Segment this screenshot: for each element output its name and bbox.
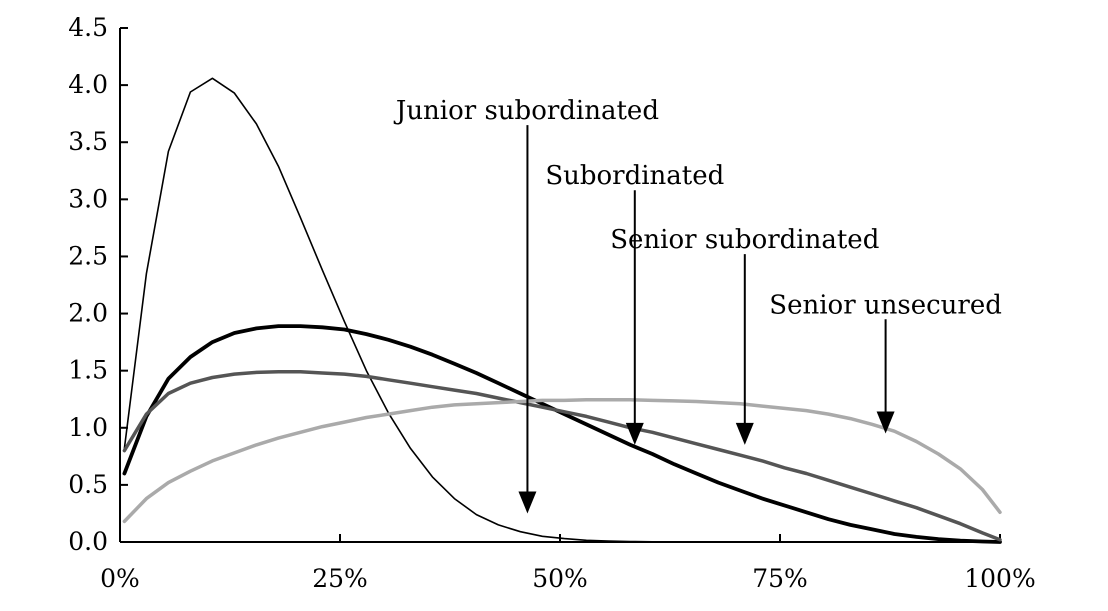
annotation-arrow-head: [625, 422, 644, 445]
plot-area: 0.0 0.5 1.0 1.5 2.0 2.5 3.0 3.5 4.0 4.5 0% 25% 50% 75…: [68, 13, 1036, 593]
y-tick-label: 0.0: [68, 527, 108, 556]
x-tick-label: 0%: [100, 564, 140, 593]
annotation-label-senior-unsecured: Senior unsecured: [769, 290, 1002, 320]
annotation-arrow-head: [518, 491, 537, 514]
y-tick-label: 2.5: [68, 241, 108, 270]
annotation-label-subordinated: Subordinated: [545, 161, 724, 191]
x-tick-label: 50%: [532, 564, 588, 593]
series-line-senior-subordinated: [122, 370, 1002, 542]
series-line-junior-subordinated: [123, 77, 1001, 543]
annotation-arrow-head: [735, 422, 754, 445]
y-tick-label: 1.5: [68, 356, 108, 385]
y-tick-label: 0.5: [68, 470, 108, 499]
y-tick-label: 4.0: [68, 70, 108, 99]
y-tick-label: 4.5: [68, 13, 108, 42]
x-tick-label: 75%: [752, 564, 808, 593]
y-tick-label: 1.0: [68, 413, 108, 442]
x-tick-label: 25%: [312, 564, 368, 593]
series-line-subordinated: [122, 324, 1002, 544]
y-tick-label: 2.0: [68, 299, 108, 328]
y-tick-label: 3.0: [68, 184, 108, 213]
annotation-label-junior-subordinated: Junior subordinated: [393, 96, 659, 126]
x-tick-label: 100%: [964, 564, 1035, 593]
y-tick-label: 3.5: [68, 127, 108, 156]
annotation-arrow-head: [876, 411, 895, 434]
series-line-senior-unsecured: [122, 398, 1002, 524]
annotation-label-senior-subordinated: Senior subordinated: [610, 225, 879, 255]
